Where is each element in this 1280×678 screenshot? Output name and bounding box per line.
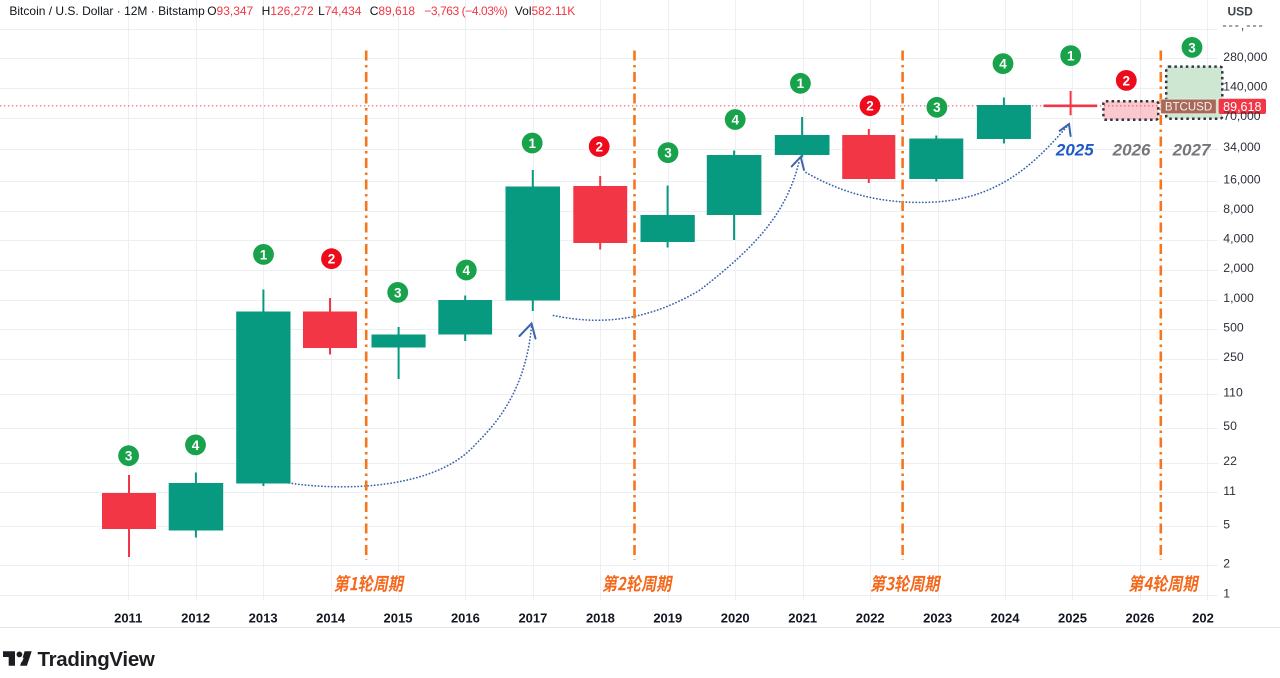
- svg-text:1: 1: [1067, 49, 1075, 64]
- svg-text:2025: 2025: [1055, 140, 1094, 159]
- svg-text:202: 202: [1192, 611, 1214, 626]
- svg-text:5: 5: [1223, 518, 1230, 532]
- svg-text:1: 1: [797, 76, 805, 91]
- svg-text:Bitcoin / U.S. Dollar · 12M ·: Bitcoin / U.S. Dollar · 12M · Bitstamp: [9, 4, 205, 18]
- svg-text:L74,434: L74,434: [318, 4, 362, 18]
- svg-text:500: 500: [1223, 321, 1244, 335]
- svg-text:2,000: 2,000: [1223, 261, 1254, 275]
- svg-text:C89,618: C89,618: [370, 4, 416, 18]
- svg-text:8,000: 8,000: [1223, 202, 1254, 216]
- svg-text:2015: 2015: [384, 611, 413, 626]
- svg-text:2014: 2014: [316, 611, 346, 626]
- svg-text:34,000: 34,000: [1223, 140, 1260, 154]
- svg-text:2011: 2011: [114, 611, 142, 626]
- svg-text:2: 2: [1123, 73, 1131, 88]
- svg-text:2016: 2016: [451, 611, 480, 626]
- svg-text:4: 4: [999, 57, 1007, 72]
- svg-text:2026: 2026: [1112, 140, 1151, 159]
- svg-text:140,000: 140,000: [1223, 80, 1267, 94]
- svg-text:70,000: 70,000: [1223, 109, 1260, 123]
- svg-text:2025: 2025: [1058, 611, 1087, 626]
- svg-text:2023: 2023: [923, 611, 952, 626]
- svg-text:2012: 2012: [181, 611, 210, 626]
- svg-text:BTCUSD: BTCUSD: [1165, 102, 1212, 114]
- svg-text:−3,763 (−4.03%): −3,763 (−4.03%): [424, 4, 507, 18]
- svg-text:2021: 2021: [788, 611, 817, 626]
- svg-text:2027: 2027: [1172, 140, 1212, 159]
- svg-text:3: 3: [125, 449, 133, 464]
- svg-text:89,618: 89,618: [1223, 100, 1261, 114]
- svg-text:3: 3: [1188, 40, 1196, 55]
- svg-text:3: 3: [664, 146, 672, 161]
- svg-text:4,000: 4,000: [1223, 232, 1254, 246]
- svg-text:110: 110: [1223, 385, 1243, 399]
- svg-text:1,000: 1,000: [1223, 291, 1254, 305]
- svg-text:2: 2: [328, 252, 336, 267]
- svg-text:2026: 2026: [1126, 611, 1155, 626]
- svg-text:Vol582.11K: Vol582.11K: [515, 4, 576, 18]
- svg-text:2: 2: [595, 139, 603, 154]
- svg-text:50: 50: [1223, 419, 1237, 433]
- svg-text:TradingView: TradingView: [38, 648, 155, 671]
- svg-text:4: 4: [463, 263, 471, 278]
- svg-text:1: 1: [528, 136, 536, 151]
- svg-text:1: 1: [260, 247, 268, 262]
- svg-text:1: 1: [1223, 586, 1230, 600]
- svg-text:16,000: 16,000: [1223, 172, 1260, 186]
- svg-text:2018: 2018: [586, 611, 615, 626]
- svg-text:22: 22: [1223, 454, 1237, 468]
- svg-text:O93,347: O93,347: [207, 4, 253, 18]
- svg-text:2019: 2019: [653, 611, 682, 626]
- svg-text:250: 250: [1223, 350, 1244, 364]
- svg-text:2: 2: [1223, 557, 1230, 571]
- svg-text:4: 4: [731, 112, 739, 127]
- svg-text:2: 2: [866, 99, 874, 114]
- svg-text:2017: 2017: [518, 611, 547, 626]
- svg-text:3: 3: [933, 100, 941, 115]
- svg-text:2022: 2022: [856, 611, 885, 626]
- svg-text:2013: 2013: [249, 611, 278, 626]
- svg-text:USD: USD: [1228, 4, 1254, 18]
- svg-text:2024: 2024: [991, 611, 1021, 626]
- svg-text:H126,272: H126,272: [262, 4, 314, 18]
- svg-text:---,---: ---,---: [1222, 18, 1264, 33]
- svg-text:2020: 2020: [721, 611, 750, 626]
- svg-text:3: 3: [394, 285, 402, 300]
- svg-text:11: 11: [1223, 484, 1236, 498]
- svg-text:280,000: 280,000: [1223, 50, 1267, 64]
- svg-text:4: 4: [192, 438, 200, 453]
